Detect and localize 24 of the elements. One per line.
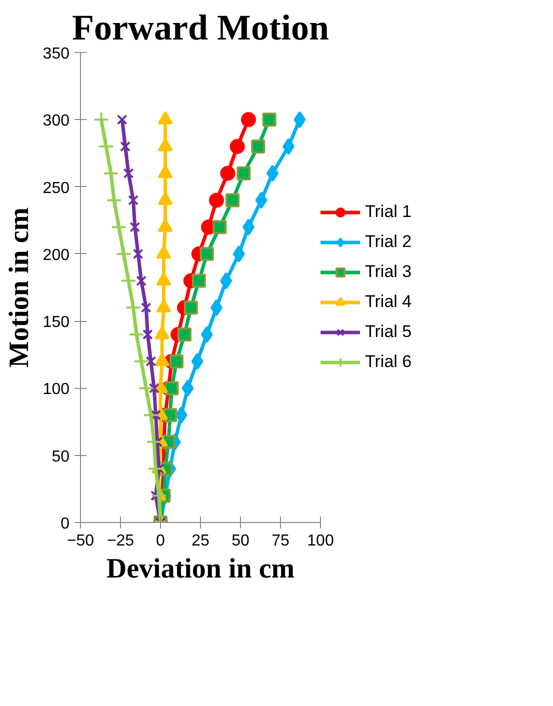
x-tick-label: 25 — [192, 532, 210, 550]
y-tick-label: 150 — [42, 314, 70, 332]
x-axis-title: Deviation in cm — [106, 554, 295, 584]
y-tick-label: 250 — [42, 180, 70, 197]
y-tick-label: 300 — [42, 112, 70, 130]
x-tick-label: 100 — [307, 532, 334, 550]
x-tick-label: 0 — [156, 532, 166, 550]
legend-label: Trial 3 — [365, 262, 412, 282]
chart-title: Forward Motion — [72, 8, 329, 48]
x-tick-label: 50 — [232, 532, 250, 550]
x-tick-label: −25 — [106, 532, 134, 550]
y-tick-label: 100 — [42, 381, 70, 398]
x-tick-label: −50 — [66, 532, 94, 550]
y-axis-title: Motion in cm — [4, 207, 35, 368]
legend-label: Trial 6 — [365, 352, 412, 372]
legend-label: Trial 2 — [365, 232, 412, 252]
x-tick-label: 75 — [272, 532, 290, 550]
y-tick-label: 350 — [42, 46, 70, 62]
legend-label: Trial 1 — [365, 202, 412, 222]
y-tick-label: 50 — [52, 448, 70, 466]
y-tick-label: 0 — [60, 516, 70, 532]
legend-label: Trial 4 — [365, 292, 412, 312]
legend-label: Trial 5 — [365, 322, 412, 342]
y-tick-label: 200 — [42, 246, 70, 264]
